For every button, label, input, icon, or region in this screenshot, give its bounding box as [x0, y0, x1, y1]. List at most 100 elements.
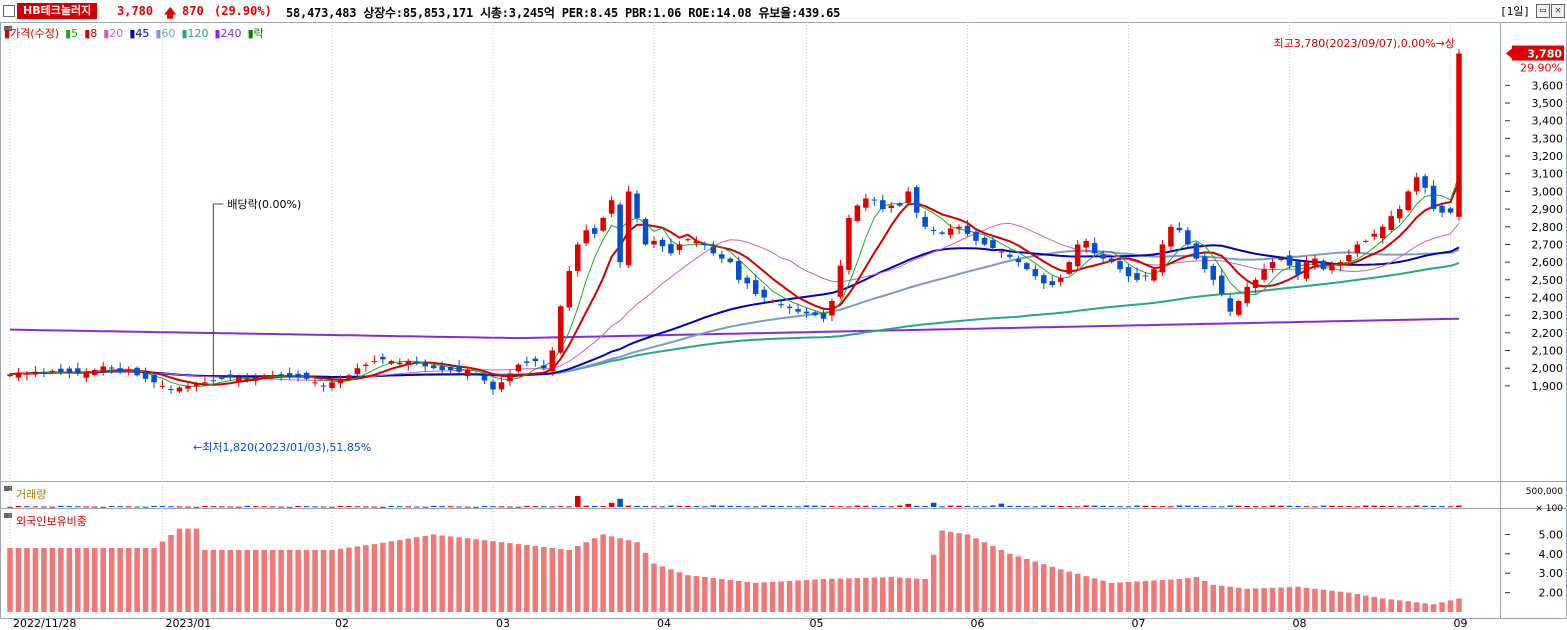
volume-bar: [202, 506, 208, 508]
candle: [329, 382, 335, 388]
volume-bar: [752, 506, 759, 508]
volume-panel-frame: [0, 481, 1567, 509]
volume-bar: [1447, 506, 1454, 508]
foreign-bar: [1337, 591, 1344, 612]
candle: [642, 218, 649, 245]
candle: [32, 371, 39, 375]
candle: [405, 361, 412, 365]
foreign-bar: [591, 538, 598, 612]
volume-bar: [515, 506, 522, 508]
volume-bar: [1388, 506, 1394, 508]
foreign-title: 외국인보유비중: [16, 515, 87, 528]
candle: [7, 374, 13, 377]
candle: [1244, 286, 1250, 304]
volume-bar: [49, 506, 56, 508]
foreign-bar: [252, 549, 259, 612]
volume-bar: [236, 506, 242, 508]
foreign-bar: [837, 578, 844, 612]
foreign-bar: [1193, 577, 1200, 612]
panel-checkbox[interactable]: [3, 5, 15, 17]
foreign-bar: [1278, 587, 1284, 612]
stock-name-badge[interactable]: HB테크놀러지: [17, 3, 98, 19]
volume-bar: [481, 506, 488, 508]
volume-bar: [295, 506, 301, 508]
foreign-bar: [541, 547, 547, 612]
y-tick-label: 3,500: [1532, 97, 1564, 110]
foreign-bar: [507, 543, 513, 612]
legend-item: ▮60: [155, 27, 176, 40]
candle: [735, 261, 742, 280]
foreign-bar: [668, 569, 674, 612]
candle: [422, 362, 428, 367]
foreign-bar: [498, 542, 505, 612]
candle: [515, 364, 522, 372]
foreign-bar: [651, 563, 657, 612]
candle: [1286, 255, 1293, 266]
foreign-bar: [1439, 602, 1445, 612]
foreign-bar: [600, 534, 606, 612]
candle: [1346, 255, 1352, 262]
candle: [286, 373, 293, 378]
foreign-bar: [880, 577, 886, 612]
candle: [1312, 258, 1318, 266]
volume-bar: [108, 506, 115, 508]
volume-bar: [507, 506, 513, 508]
volume-bar: [83, 506, 90, 508]
x-tick-label: 2022/11/28: [13, 617, 76, 630]
candle: [837, 265, 844, 297]
x-tick-label: 03: [496, 617, 510, 630]
candle: [1083, 240, 1089, 248]
close-icon[interactable]: ✕: [1551, 4, 1565, 18]
volume-bar: [1244, 505, 1250, 507]
volume-bar: [566, 506, 573, 508]
foreign-bar: [1227, 586, 1233, 612]
foreign-bar: [7, 547, 13, 612]
candle: [134, 367, 140, 376]
candle: [744, 277, 750, 284]
last-price-pointer: [1506, 48, 1512, 59]
foreign-bar: [803, 579, 810, 612]
foreign-bar: [778, 581, 784, 612]
volume-bar: [939, 506, 945, 508]
volume-bar: [430, 505, 437, 507]
candle: [1405, 191, 1411, 211]
foreign-bar: [676, 572, 683, 612]
candle: [371, 361, 378, 363]
volume-bar: [1151, 505, 1157, 507]
volume-bar: [1413, 505, 1420, 507]
y-tick-label: 2,400: [1532, 291, 1564, 304]
y-tick-label: 2,100: [1532, 345, 1564, 358]
candle: [625, 191, 632, 266]
y-tick-label: 3,600: [1532, 79, 1564, 92]
candle: [447, 366, 454, 370]
candle: [473, 373, 479, 375]
x-tick-label: 02: [335, 617, 349, 630]
candle: [142, 372, 149, 379]
candle: [778, 304, 784, 306]
volume-bar: [1193, 505, 1200, 507]
y-tick-label: 3,400: [1532, 115, 1564, 128]
current-price: 3,780: [117, 4, 154, 18]
volume-bar: [1227, 505, 1233, 507]
candle: [702, 244, 708, 246]
period-selector[interactable]: [1일]: [1500, 5, 1530, 18]
foreign-bar: [846, 578, 852, 612]
restore-icon[interactable]: ▭: [1536, 4, 1550, 18]
volume-bar: [964, 505, 971, 507]
foreign-bar: [515, 544, 522, 612]
volume-bar: [608, 502, 615, 507]
y-tick-label: 2,000: [1532, 362, 1564, 375]
candle: [973, 231, 979, 241]
foreign-bar: [456, 537, 462, 612]
volume-bar: [1346, 506, 1352, 508]
volume-bar: [642, 506, 649, 508]
volume-bar: [464, 506, 471, 508]
foreign-bar: [1244, 588, 1250, 612]
volume-bar: [591, 505, 598, 507]
volume-bar: [795, 506, 801, 508]
volume-bar: [185, 506, 191, 508]
volume-bar: [261, 506, 267, 508]
candle: [1168, 226, 1174, 247]
y-tick-label: 3,000: [1532, 185, 1564, 198]
